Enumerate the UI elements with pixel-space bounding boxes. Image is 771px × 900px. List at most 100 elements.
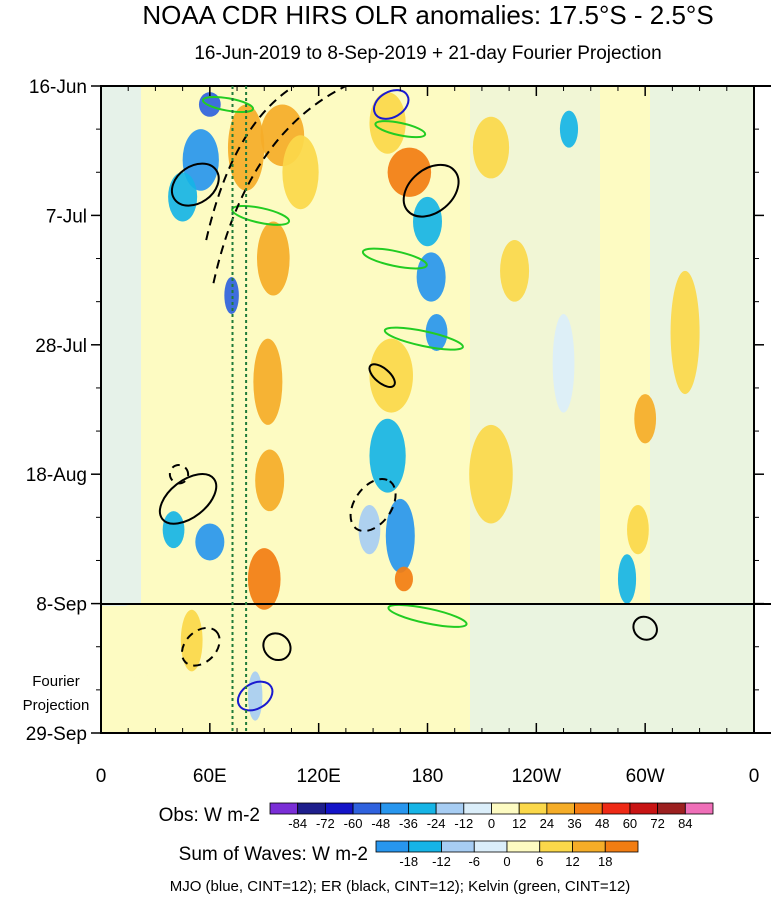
mjo-contour-10: [373, 89, 410, 120]
obs-legend-swatch-9: [518, 802, 548, 815]
y-tick-label-3: 18-Aug: [26, 465, 87, 486]
waves-legend-label-3: 0: [503, 854, 510, 869]
anomaly-cell-21: [394, 566, 413, 592]
anomaly-cell-19: [369, 418, 406, 493]
anomaly-cell-15: [412, 196, 443, 247]
obs-legend-swatch-3: [352, 802, 382, 815]
anomaly-cell-34: [552, 313, 575, 413]
anomaly-cell-8: [253, 338, 283, 425]
obs-legend-label-4: -36: [399, 816, 418, 831]
obs-legend-title: Obs: W m-2: [159, 805, 260, 826]
waves-colorbar: -18 -12 -6 0 6 12 18: [375, 840, 639, 869]
x-tick-label-4: 120W: [512, 766, 562, 787]
y-axis: 16-Jun 7-Jul 28-Jul 18-Aug 8-Sep 29-Sep: [26, 77, 764, 745]
kelvin-contour-13: [361, 247, 428, 270]
x-tick-label-2: 120E: [296, 766, 340, 787]
obs-legend-label-5: -24: [427, 816, 446, 831]
waves-legend-label-6: 18: [598, 854, 612, 869]
obs-legend-label-3: -48: [371, 816, 390, 831]
anomaly-cell-3: [224, 277, 239, 314]
waves-legend-swatch-3: [473, 840, 508, 853]
obs-legend-label-6: -12: [454, 816, 473, 831]
y-tick-label-4: 8-Sep: [36, 595, 87, 616]
y-tick-label-0: 16-Jun: [29, 77, 87, 98]
anomaly-cell-29: [670, 270, 700, 395]
waves-legend-swatch-4: [506, 840, 541, 853]
x-tick-label-5: 60W: [626, 766, 665, 787]
obs-legend-swatch-5: [408, 802, 437, 815]
waves-legend-swatch-0: [375, 840, 410, 853]
kelvin-contour-16: [387, 603, 468, 628]
anomaly-cell-30: [104, 603, 170, 678]
obs-legend-label-12: 60: [623, 816, 637, 831]
obs-legend-swatch-1: [297, 802, 326, 815]
anomaly-cell-24: [472, 116, 510, 179]
anomaly-cell-20: [385, 498, 415, 573]
obs-legend-label-2: -60: [344, 816, 363, 831]
y-tick-label-1: 7-Jul: [46, 206, 87, 227]
x-tick-label-6: 0: [749, 766, 760, 787]
projection-label-line1: Fourier: [32, 673, 80, 690]
anomaly-cell-25: [500, 240, 530, 302]
chart-footnote: MJO (blue, CINT=12); ER (black, CINT=12)…: [170, 878, 631, 895]
anomaly-cell-16: [416, 252, 446, 302]
wave-contours: [158, 86, 658, 712]
anomaly-cell-14: [369, 92, 406, 154]
projection-label-line2: Projection: [23, 697, 90, 714]
waves-legend-title: Sum of Waves: W m-2: [179, 844, 368, 865]
chart-title: NOAA CDR HIRS OLR anomalies: 17.5°S - 2.…: [142, 0, 713, 30]
waves-legend-swatch-7: [604, 840, 639, 853]
anomaly-cell-2: [168, 172, 198, 222]
x-tick-label-0: 0: [96, 766, 107, 787]
er-contour-4: [632, 615, 658, 641]
waves-legend-swatch-6: [572, 840, 606, 853]
anomaly-cell-33: [469, 424, 513, 524]
er-contour-neg-arc-0: [212, 86, 347, 284]
obs-legend-label-13: 72: [650, 816, 664, 831]
anomaly-cell-13: [387, 147, 432, 197]
obs-legend-swatch-15: [684, 802, 714, 815]
er-contour-neg-7: [180, 626, 221, 667]
waves-legend-swatch-2: [441, 840, 475, 853]
waves-legend-swatch-5: [539, 840, 573, 853]
kelvin-contour-12: [231, 204, 291, 226]
obs-legend-swatch-14: [657, 802, 686, 815]
bg-band-east: [650, 86, 754, 606]
obs-legend-label-7: 0: [488, 816, 495, 831]
obs-legend-label-10: 36: [567, 816, 581, 831]
obs-colorbar: -84 -72 -60 -48 -36 -24 -12 0 12 24 36 48 60 72 84: [269, 802, 714, 831]
y-tick-label-5: 29-Sep: [26, 724, 87, 745]
waves-legend-label-1: -12: [432, 854, 451, 869]
x-axis: 0 60E 120E 180 120W 60W 0: [96, 86, 760, 787]
anomaly-cell-11: [195, 523, 225, 561]
anomaly-cell-7: [256, 221, 290, 296]
waves-legend-label-0: -18: [399, 854, 418, 869]
waves-legend-label-2: -6: [468, 854, 480, 869]
anomaly-cell-10: [247, 548, 281, 610]
er-contour-neg-8: [168, 464, 190, 485]
bg-band-projection-east: [470, 604, 754, 733]
waves-legend-label-5: 12: [565, 854, 579, 869]
kelvin-contour-11: [201, 95, 255, 113]
chart-subtitle: 16-Jun-2019 to 8-Sep-2019 + 21-day Fouri…: [194, 43, 661, 64]
anomaly-cell-26: [634, 394, 657, 444]
obs-legend-swatch-8: [491, 802, 520, 815]
er-contour-3: [402, 163, 460, 218]
obs-legend-label-0: -84: [288, 816, 307, 831]
waves-legend-label-4: 6: [536, 854, 543, 869]
anomaly-cell-31: [180, 609, 203, 672]
kelvin-contour-15: [374, 120, 427, 139]
er-contour-neg-arc-1: [205, 86, 297, 241]
obs-legend-swatch-4: [380, 802, 409, 815]
anomaly-cell-12: [162, 511, 185, 549]
obs-legend-swatch-11: [574, 802, 603, 815]
obs-legend-swatch-0: [269, 802, 299, 815]
anomaly-cell-28: [617, 554, 637, 604]
anomaly-cell-23: [559, 110, 579, 148]
er-contour-neg-6: [349, 477, 397, 533]
waves-legend-swatch-1: [408, 840, 442, 853]
anomaly-cell-32: [247, 671, 263, 721]
obs-legend-swatch-7: [463, 802, 492, 815]
anomaly-cells: [104, 92, 700, 721]
